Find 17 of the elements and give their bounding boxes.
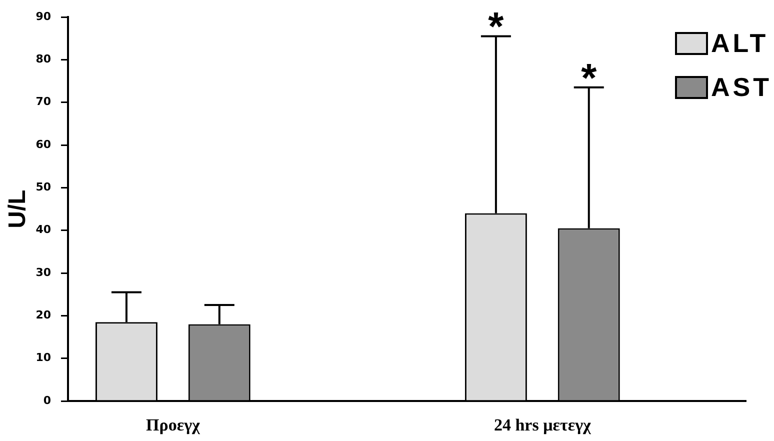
y-tick-label: 10 — [36, 351, 52, 364]
y-axis-title: U/L — [4, 190, 32, 228]
x-tick-label: 24 hrs μετεγχ — [494, 416, 592, 435]
y-tick-label: 80 — [36, 52, 52, 66]
y-tick-label: 60 — [36, 138, 52, 151]
y-tick-label: 30 — [36, 266, 52, 279]
legend-label: AST — [711, 72, 772, 102]
y-tick-label: 50 — [36, 180, 52, 194]
y-tick-label: 90 — [36, 10, 52, 23]
y-tick-label: 20 — [36, 308, 52, 322]
y-tick-label: 0 — [43, 394, 52, 407]
annotation: * — [488, 5, 504, 50]
y-tick-label: 40 — [36, 223, 52, 236]
legend-label: ALT — [711, 28, 769, 58]
annotation: * — [581, 56, 598, 100]
y-tick-label: 70 — [36, 95, 52, 108]
x-tick-label: Προεγχ — [146, 416, 200, 435]
